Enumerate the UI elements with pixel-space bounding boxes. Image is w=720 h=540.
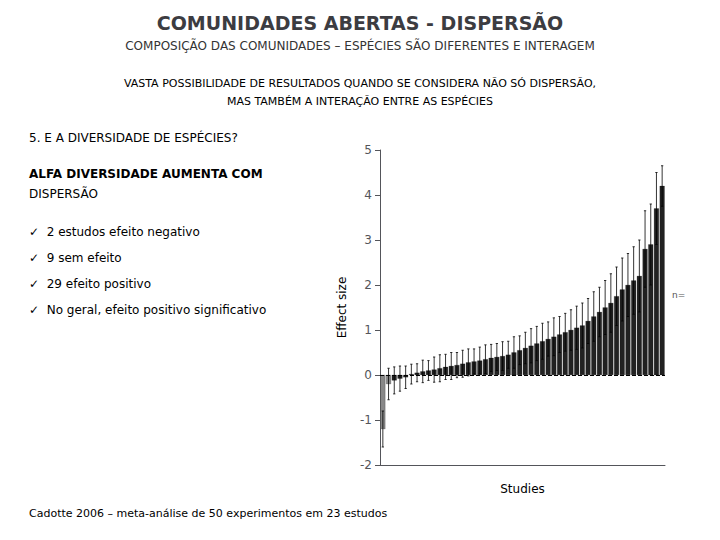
svg-text:DISPERSÃO: DISPERSÃO xyxy=(29,186,98,201)
svg-text:Effect size: Effect size xyxy=(335,277,349,339)
svg-text:1: 1 xyxy=(364,323,372,337)
svg-text:✓ 29 efeito positivo: ✓ 29 efeito positivo xyxy=(29,277,151,291)
svg-text:Studies: Studies xyxy=(500,482,545,496)
svg-text:COMUNIDADES ABERTAS - DISPERSÃ: COMUNIDADES ABERTAS - DISPERSÃO xyxy=(157,11,563,34)
svg-text:5. E A DIVERSIDADE DE ESPÉCIES: 5. E A DIVERSIDADE DE ESPÉCIES? xyxy=(29,130,238,145)
svg-text:2: 2 xyxy=(364,278,372,292)
svg-text:4: 4 xyxy=(364,188,372,202)
svg-text:ALFA DIVERSIDADE AUMENTA COM: ALFA DIVERSIDADE AUMENTA COM xyxy=(29,167,263,181)
svg-text:COMPOSIÇÃO DAS COMUNIDADES – E: COMPOSIÇÃO DAS COMUNIDADES – ESPÉCIES SÃ… xyxy=(125,38,595,53)
svg-text:✓ 9 sem efeito: ✓ 9 sem efeito xyxy=(29,251,122,265)
svg-text:✓ No geral, efeito positivo s: ✓ No geral, efeito positivo significativ… xyxy=(29,303,266,317)
svg-text:✓ 2 estudos efeito negativo: ✓ 2 estudos efeito negativo xyxy=(29,225,200,239)
svg-text:MAS TAMBÉM A INTERAÇÃO ENTRE A: MAS TAMBÉM A INTERAÇÃO ENTRE AS ESPÉCIES xyxy=(227,95,493,108)
svg-text:5: 5 xyxy=(364,143,372,157)
svg-text:3: 3 xyxy=(364,233,372,247)
svg-text:n=: n= xyxy=(672,290,685,300)
svg-text:VASTA POSSIBILIDADE DE RESULTA: VASTA POSSIBILIDADE DE RESULTADOS QUANDO… xyxy=(124,77,596,90)
svg-text:Cadotte 2006 – meta-análise de: Cadotte 2006 – meta-análise de 50 experi… xyxy=(29,507,387,520)
svg-text:-1: -1 xyxy=(360,413,372,427)
svg-text:-2: -2 xyxy=(360,458,372,472)
svg-text:0: 0 xyxy=(364,368,372,382)
